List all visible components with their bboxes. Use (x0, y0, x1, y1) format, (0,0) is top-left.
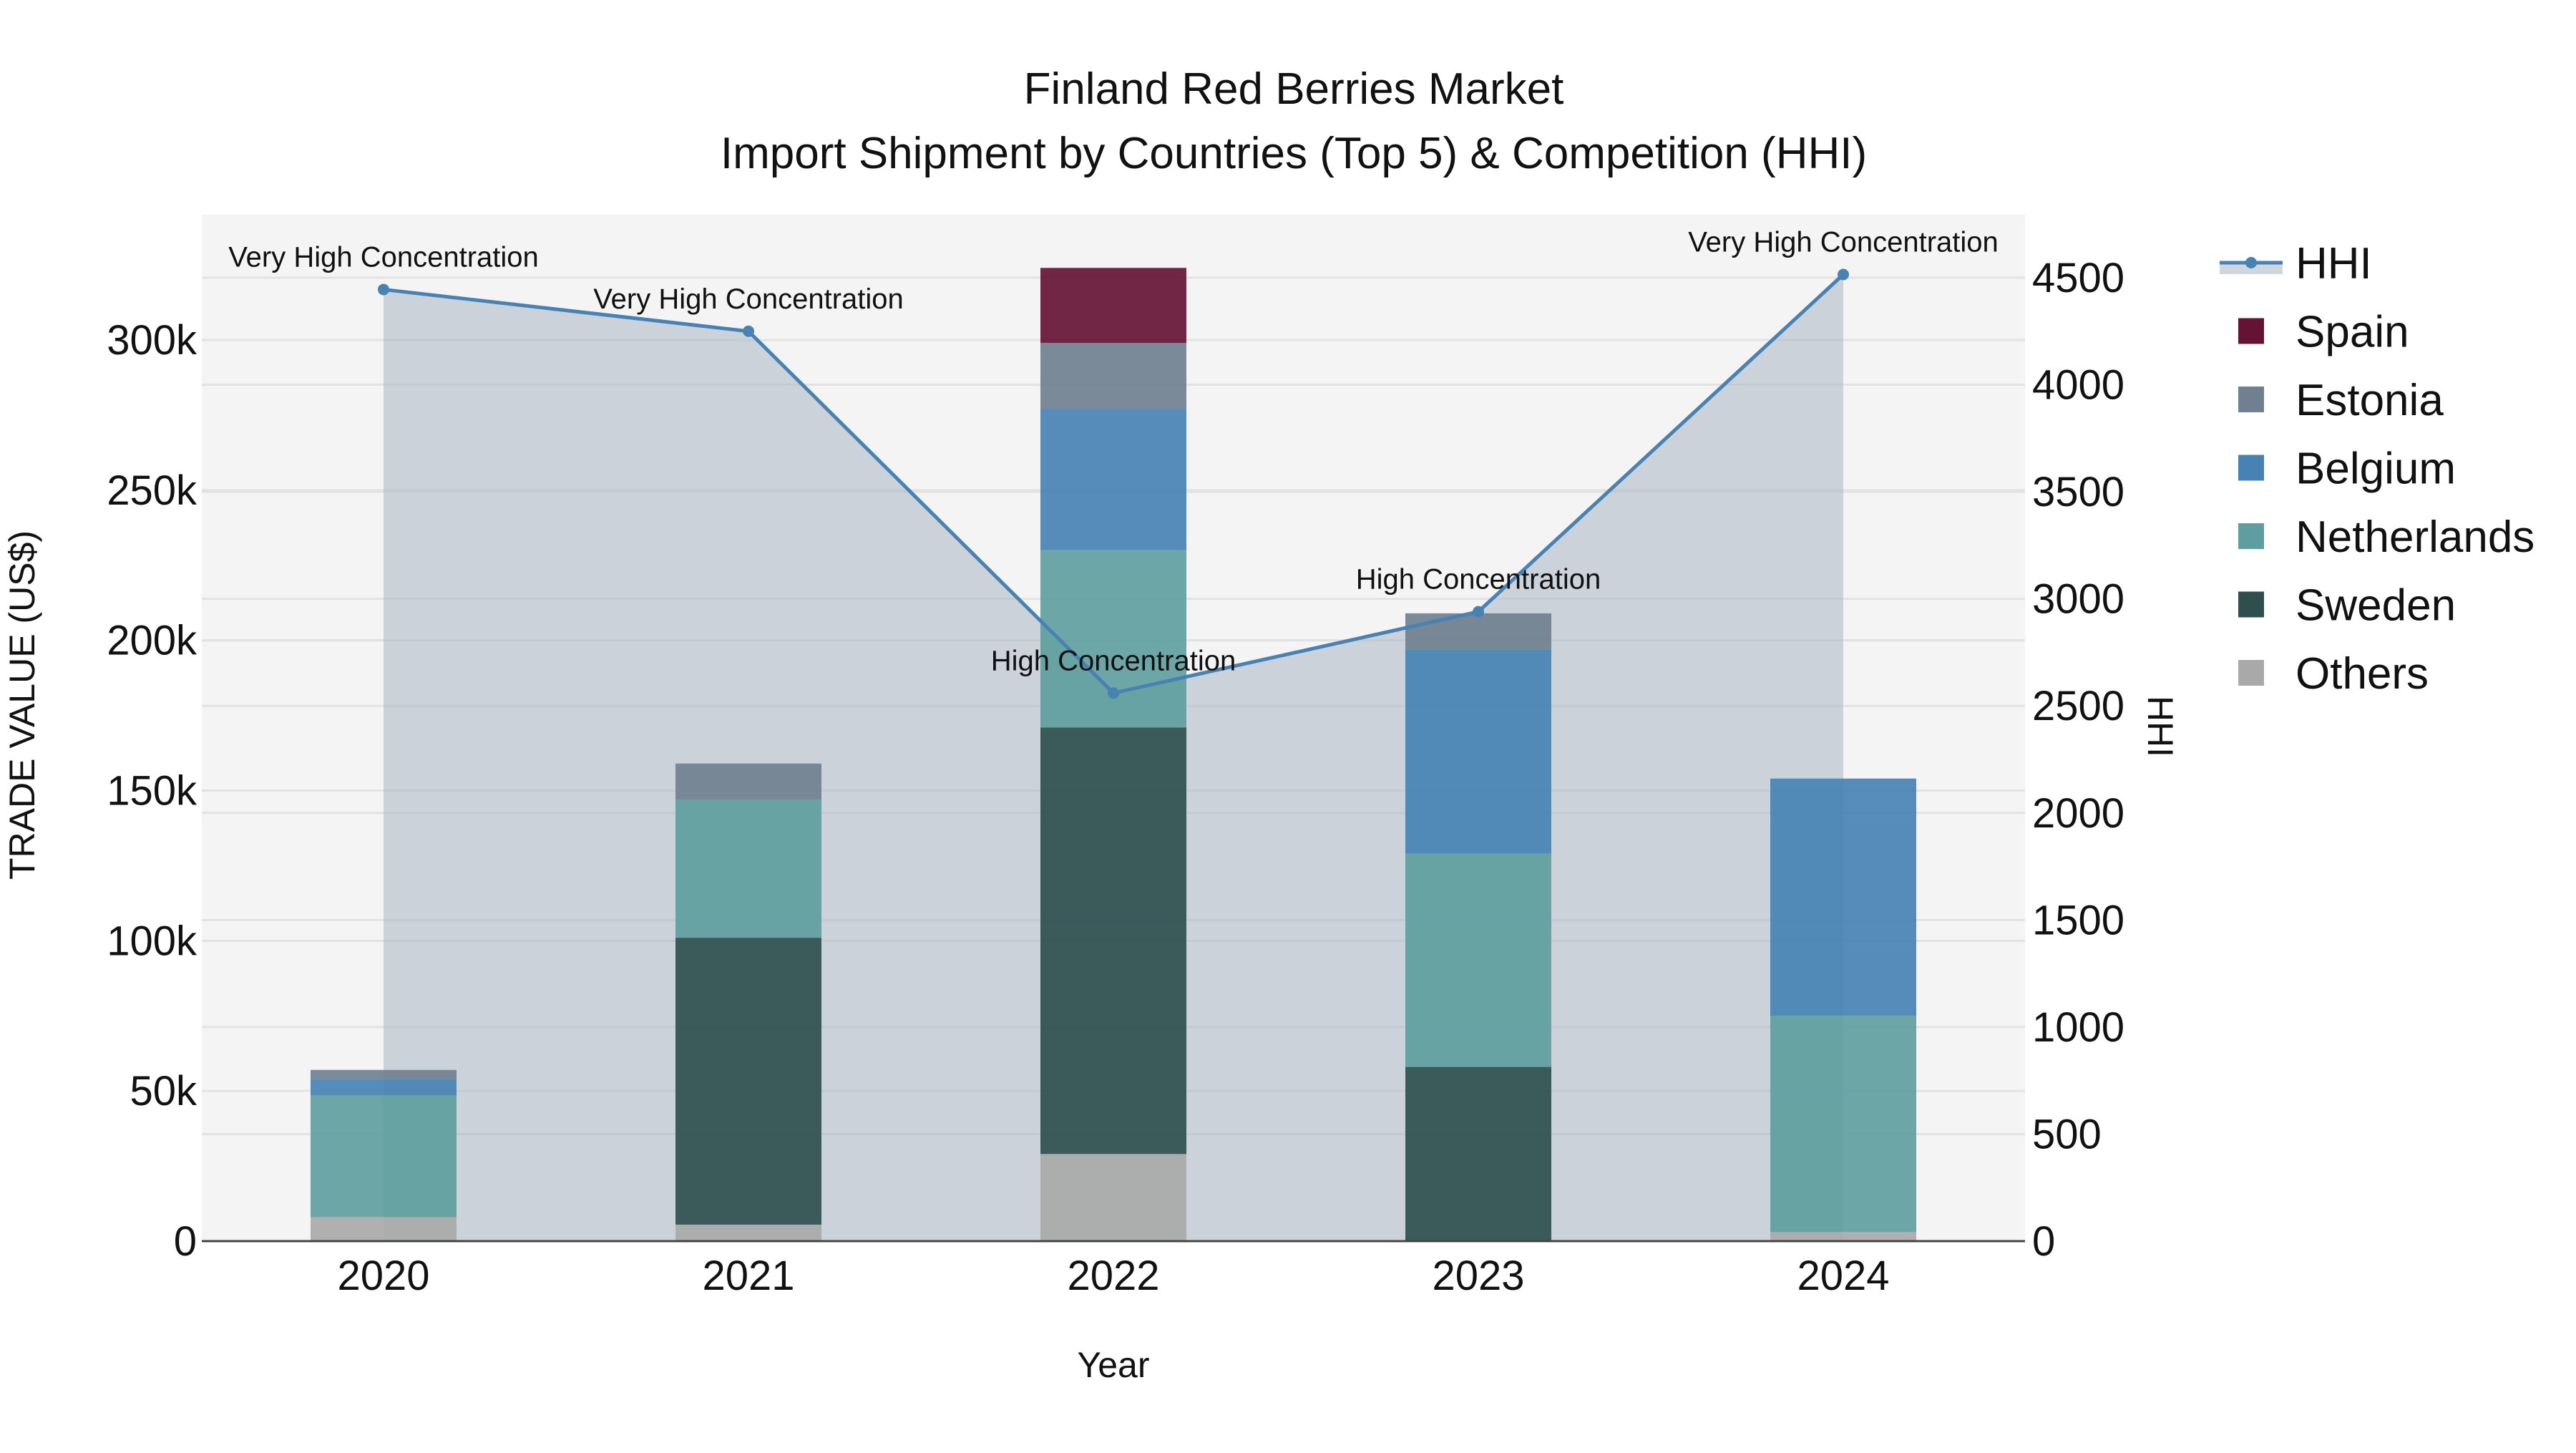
legend-label: Spain (2296, 308, 2409, 357)
right-tick-label: 0 (2032, 1218, 2055, 1265)
left-tick-label: 100k (107, 918, 197, 964)
bar-segment-netherlands-2021[interactable] (675, 800, 821, 938)
legend: HHI Spain Estonia Belgium Netherlands Sweden O… (2220, 239, 2534, 699)
hhi-point-2023[interactable] (1473, 606, 1484, 618)
bar-segment-others-2022[interactable] (1040, 1154, 1186, 1241)
legend-swatch (2238, 523, 2264, 549)
hhi-annotation: Very High Concentration (228, 241, 539, 273)
right-tick-label: 2500 (2032, 683, 2124, 729)
hhi-point-2024[interactable] (1838, 268, 1849, 281)
right-axis-ticks: 0 500 1000 1500 2000 2500 3000 3500 4000 4500 (2032, 255, 2124, 1265)
legend-label: HHI (2296, 239, 2372, 288)
hhi-annotation: Very High Concentration (1688, 227, 1999, 258)
bar-segment-netherlands-2023[interactable] (1405, 853, 1551, 1067)
bar-segment-sweden-2023[interactable] (1405, 1066, 1551, 1241)
legend-label: Others (2296, 649, 2429, 699)
legend-item-estonia[interactable]: Estonia (2238, 376, 2444, 425)
hhi-point-2022[interactable] (1108, 687, 1119, 699)
right-tick-label: 4500 (2032, 255, 2124, 301)
x-tick-label: 2022 (1067, 1253, 1159, 1299)
left-tick-label: 50k (130, 1068, 197, 1114)
x-tick-label: 2024 (1797, 1253, 1889, 1299)
chart-title-line2: Import Shipment by Countries (Top 5) & C… (721, 129, 1867, 178)
hhi-annotation: High Concentration (1356, 564, 1601, 596)
legend-swatch (2238, 318, 2264, 344)
bar-segment-estonia-2022[interactable] (1040, 343, 1186, 409)
hhi-annotation: Very High Concentration (593, 283, 904, 315)
hhi-point-2020[interactable] (378, 283, 389, 296)
bar-segment-others-2020[interactable] (311, 1217, 457, 1241)
bar-segment-sweden-2022[interactable] (1040, 727, 1186, 1155)
left-tick-label: 200k (107, 618, 197, 664)
hhi-line (378, 268, 1849, 699)
x-axis-ticks: 2020 2021 2022 2023 2024 (337, 1253, 1889, 1299)
left-axis-ticks: 0 50k 100k 150k 200k 250k 300k (107, 317, 197, 1265)
right-tick-label: 2000 (2032, 790, 2124, 837)
hhi-annotation: High Concentration (991, 645, 1236, 676)
hhi-point-2021[interactable] (743, 325, 754, 337)
hhi-annotations: Very High Concentration Very High Concent… (228, 227, 1999, 677)
bar-segment-others-2021[interactable] (675, 1224, 821, 1241)
bar-segment-estonia-2023[interactable] (1405, 613, 1551, 650)
legend-label: Belgium (2296, 444, 2456, 494)
legend-swatch (2238, 387, 2264, 412)
y-axis-label-right: HHI (2140, 696, 2180, 757)
left-tick-label: 300k (107, 317, 197, 364)
legend-swatch (2238, 591, 2264, 618)
bar-segment-belgium-2020[interactable] (311, 1079, 457, 1096)
legend-label: Netherlands (2296, 512, 2534, 562)
left-tick-label: 150k (107, 768, 197, 815)
right-tick-label: 4000 (2032, 362, 2124, 409)
legend-item-belgium[interactable]: Belgium (2238, 444, 2456, 494)
legend-item-netherlands[interactable]: Netherlands (2238, 512, 2534, 562)
y-axis-label-left: TRADE VALUE (US$) (2, 530, 42, 880)
bar-segment-belgium-2023[interactable] (1405, 649, 1551, 854)
bar-segment-belgium-2022[interactable] (1040, 409, 1186, 550)
bar-segment-others-2024[interactable] (1770, 1232, 1916, 1241)
legend-label: Estonia (2296, 376, 2444, 425)
x-tick-label: 2021 (702, 1253, 794, 1299)
right-tick-label: 500 (2032, 1111, 2102, 1157)
right-tick-label: 3500 (2032, 469, 2124, 515)
bar-segment-netherlands-2022[interactable] (1040, 550, 1186, 728)
x-tick-label: 2020 (337, 1253, 429, 1299)
legend-item-others[interactable]: Others (2238, 649, 2429, 699)
right-tick-label: 1500 (2032, 897, 2124, 943)
chart-title-line1: Finland Red Berries Market (1024, 64, 1564, 114)
bar-segment-spain-2022[interactable] (1040, 268, 1186, 344)
legend-item-hhi[interactable]: HHI (2220, 239, 2372, 288)
legend-swatch (2238, 455, 2264, 481)
x-axis-label: Year (1077, 1345, 1149, 1385)
bar-segment-belgium-2024[interactable] (1770, 778, 1916, 1016)
right-tick-label: 3000 (2032, 576, 2124, 623)
bars (311, 268, 1916, 1241)
left-tick-label: 250k (107, 467, 197, 514)
bar-segment-netherlands-2020[interactable] (311, 1095, 457, 1218)
bar-segment-estonia-2021[interactable] (675, 763, 821, 800)
legend-label: Sweden (2296, 581, 2456, 631)
bar-segment-estonia-2020[interactable] (311, 1069, 457, 1079)
legend-swatch (2238, 660, 2264, 686)
legend-item-spain[interactable]: Spain (2238, 308, 2409, 357)
bar-segment-netherlands-2024[interactable] (1770, 1016, 1916, 1233)
legend-item-sweden[interactable]: Sweden (2238, 581, 2456, 631)
left-tick-label: 0 (174, 1218, 197, 1265)
bar-segment-sweden-2021[interactable] (675, 938, 821, 1225)
right-tick-label: 1000 (2032, 1004, 2124, 1051)
x-tick-label: 2023 (1432, 1253, 1524, 1299)
